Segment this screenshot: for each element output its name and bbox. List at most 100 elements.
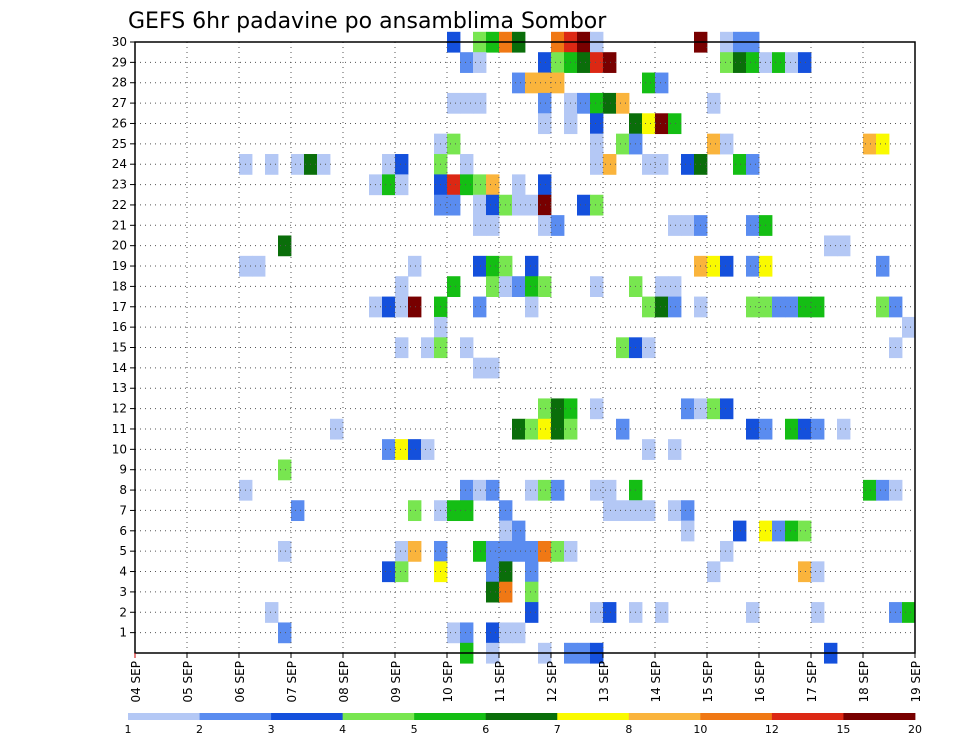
colorbar-label: 6 [482, 723, 489, 736]
colorbar-label: 12 [765, 723, 779, 736]
heatmap-cell [746, 418, 760, 440]
heatmap-cell [655, 602, 669, 623]
heatmap-cell [382, 154, 396, 175]
colorbar-label: 7 [554, 723, 561, 736]
heatmap-cell [447, 194, 461, 216]
y-tick-label: 19 [112, 259, 127, 273]
heatmap-cell [408, 296, 422, 318]
x-tick-label: 19 SEP [909, 661, 923, 703]
y-tick-label: 6 [119, 524, 127, 538]
heatmap-cell [486, 561, 500, 583]
heatmap-cell [616, 92, 630, 114]
heatmap-cell [538, 398, 552, 420]
heatmap-cell [720, 52, 734, 73]
heatmap-cell [538, 418, 552, 440]
heatmap-cell [525, 561, 539, 583]
colorbar-swatch [199, 713, 272, 720]
heatmap-cell [382, 561, 396, 583]
heatmap-cell [590, 602, 604, 623]
heatmap-cell [486, 276, 500, 297]
heatmap-cell [538, 194, 552, 216]
heatmap-cells [239, 31, 916, 664]
heatmap-cell [720, 133, 734, 155]
y-tick-label: 7 [119, 503, 127, 517]
heatmap-cell [421, 337, 435, 359]
heatmap-cell [707, 255, 721, 277]
colorbar-label: 10 [693, 723, 707, 736]
heatmap-cell [265, 602, 279, 623]
heatmap-cell [538, 215, 552, 236]
heatmap-cell [447, 133, 461, 155]
y-tick-label: 8 [119, 483, 127, 497]
heatmap-cell [811, 602, 825, 623]
colorbar-swatch [342, 713, 415, 720]
heatmap-cell [590, 398, 604, 420]
heatmap-cell [772, 296, 786, 318]
heatmap-cell [265, 154, 279, 175]
heatmap-cell [460, 337, 474, 359]
colorbar-swatch [128, 713, 200, 720]
heatmap-cell [655, 72, 669, 94]
heatmap-cell [408, 540, 422, 562]
heatmap-cell [785, 418, 799, 440]
heatmap-cell [642, 72, 656, 94]
heatmap-cell [447, 500, 461, 522]
heatmap-cell [746, 255, 760, 277]
y-tick-label: 11 [112, 422, 127, 436]
heatmap-cell [772, 520, 786, 542]
heatmap-cell [811, 418, 825, 440]
heatmap-cell [746, 215, 760, 236]
heatmap-cell [512, 72, 526, 94]
heatmap-cell [577, 52, 591, 73]
heatmap-cell [876, 133, 890, 155]
heatmap-cell [746, 154, 760, 175]
colorbar-swatch [628, 713, 701, 720]
y-tick-label: 30 [112, 35, 127, 49]
heatmap-cell [525, 581, 539, 603]
heatmap-cell [655, 296, 669, 318]
heatmap-cell [590, 133, 604, 155]
y-tick-label: 17 [112, 300, 127, 314]
x-tick-label: 05 SEP [181, 661, 195, 703]
heatmap-cell [655, 154, 669, 175]
heatmap-cell [590, 113, 604, 135]
heatmap-cell [382, 439, 396, 460]
y-tick-label: 24 [112, 157, 127, 171]
heatmap-cell [538, 52, 552, 73]
heatmap-cell [876, 479, 890, 501]
heatmap-cell [525, 418, 539, 440]
y-tick-label: 5 [119, 544, 127, 558]
colorbar-swatch [271, 713, 344, 720]
x-tick-label: 07 SEP [285, 661, 299, 703]
heatmap-cell [525, 255, 539, 277]
heatmap-cell [512, 194, 526, 216]
heatmap-cell [486, 581, 500, 603]
heatmap-cell [486, 174, 500, 196]
heatmap-cell [772, 52, 786, 73]
heatmap-cell [538, 72, 552, 94]
heatmap-cell [603, 92, 617, 114]
heatmap-cell [278, 540, 292, 562]
heatmap-cell [538, 276, 552, 297]
heatmap-cell [447, 92, 461, 114]
colorbar-swatch [485, 713, 558, 720]
heatmap-cell [473, 215, 487, 236]
heatmap-cell [278, 622, 292, 644]
x-tick-label: 18 SEP [857, 661, 871, 703]
heatmap-cell [512, 418, 526, 440]
heatmap-cell [798, 418, 812, 440]
heatmap-cell [590, 92, 604, 114]
heatmap-cell [876, 296, 890, 318]
heatmap-cell [460, 154, 474, 175]
heatmap-cell [473, 52, 487, 73]
heatmap-cell [460, 92, 474, 114]
y-tick-label: 18 [112, 279, 127, 293]
heatmap-cell [473, 296, 487, 318]
x-tick-label: 15 SEP [701, 661, 715, 703]
heatmap-cell [460, 500, 474, 522]
heatmap-cell [551, 418, 565, 440]
heatmap-cell [551, 479, 565, 501]
heatmap-cell [460, 479, 474, 501]
heatmap-cell [863, 133, 877, 155]
